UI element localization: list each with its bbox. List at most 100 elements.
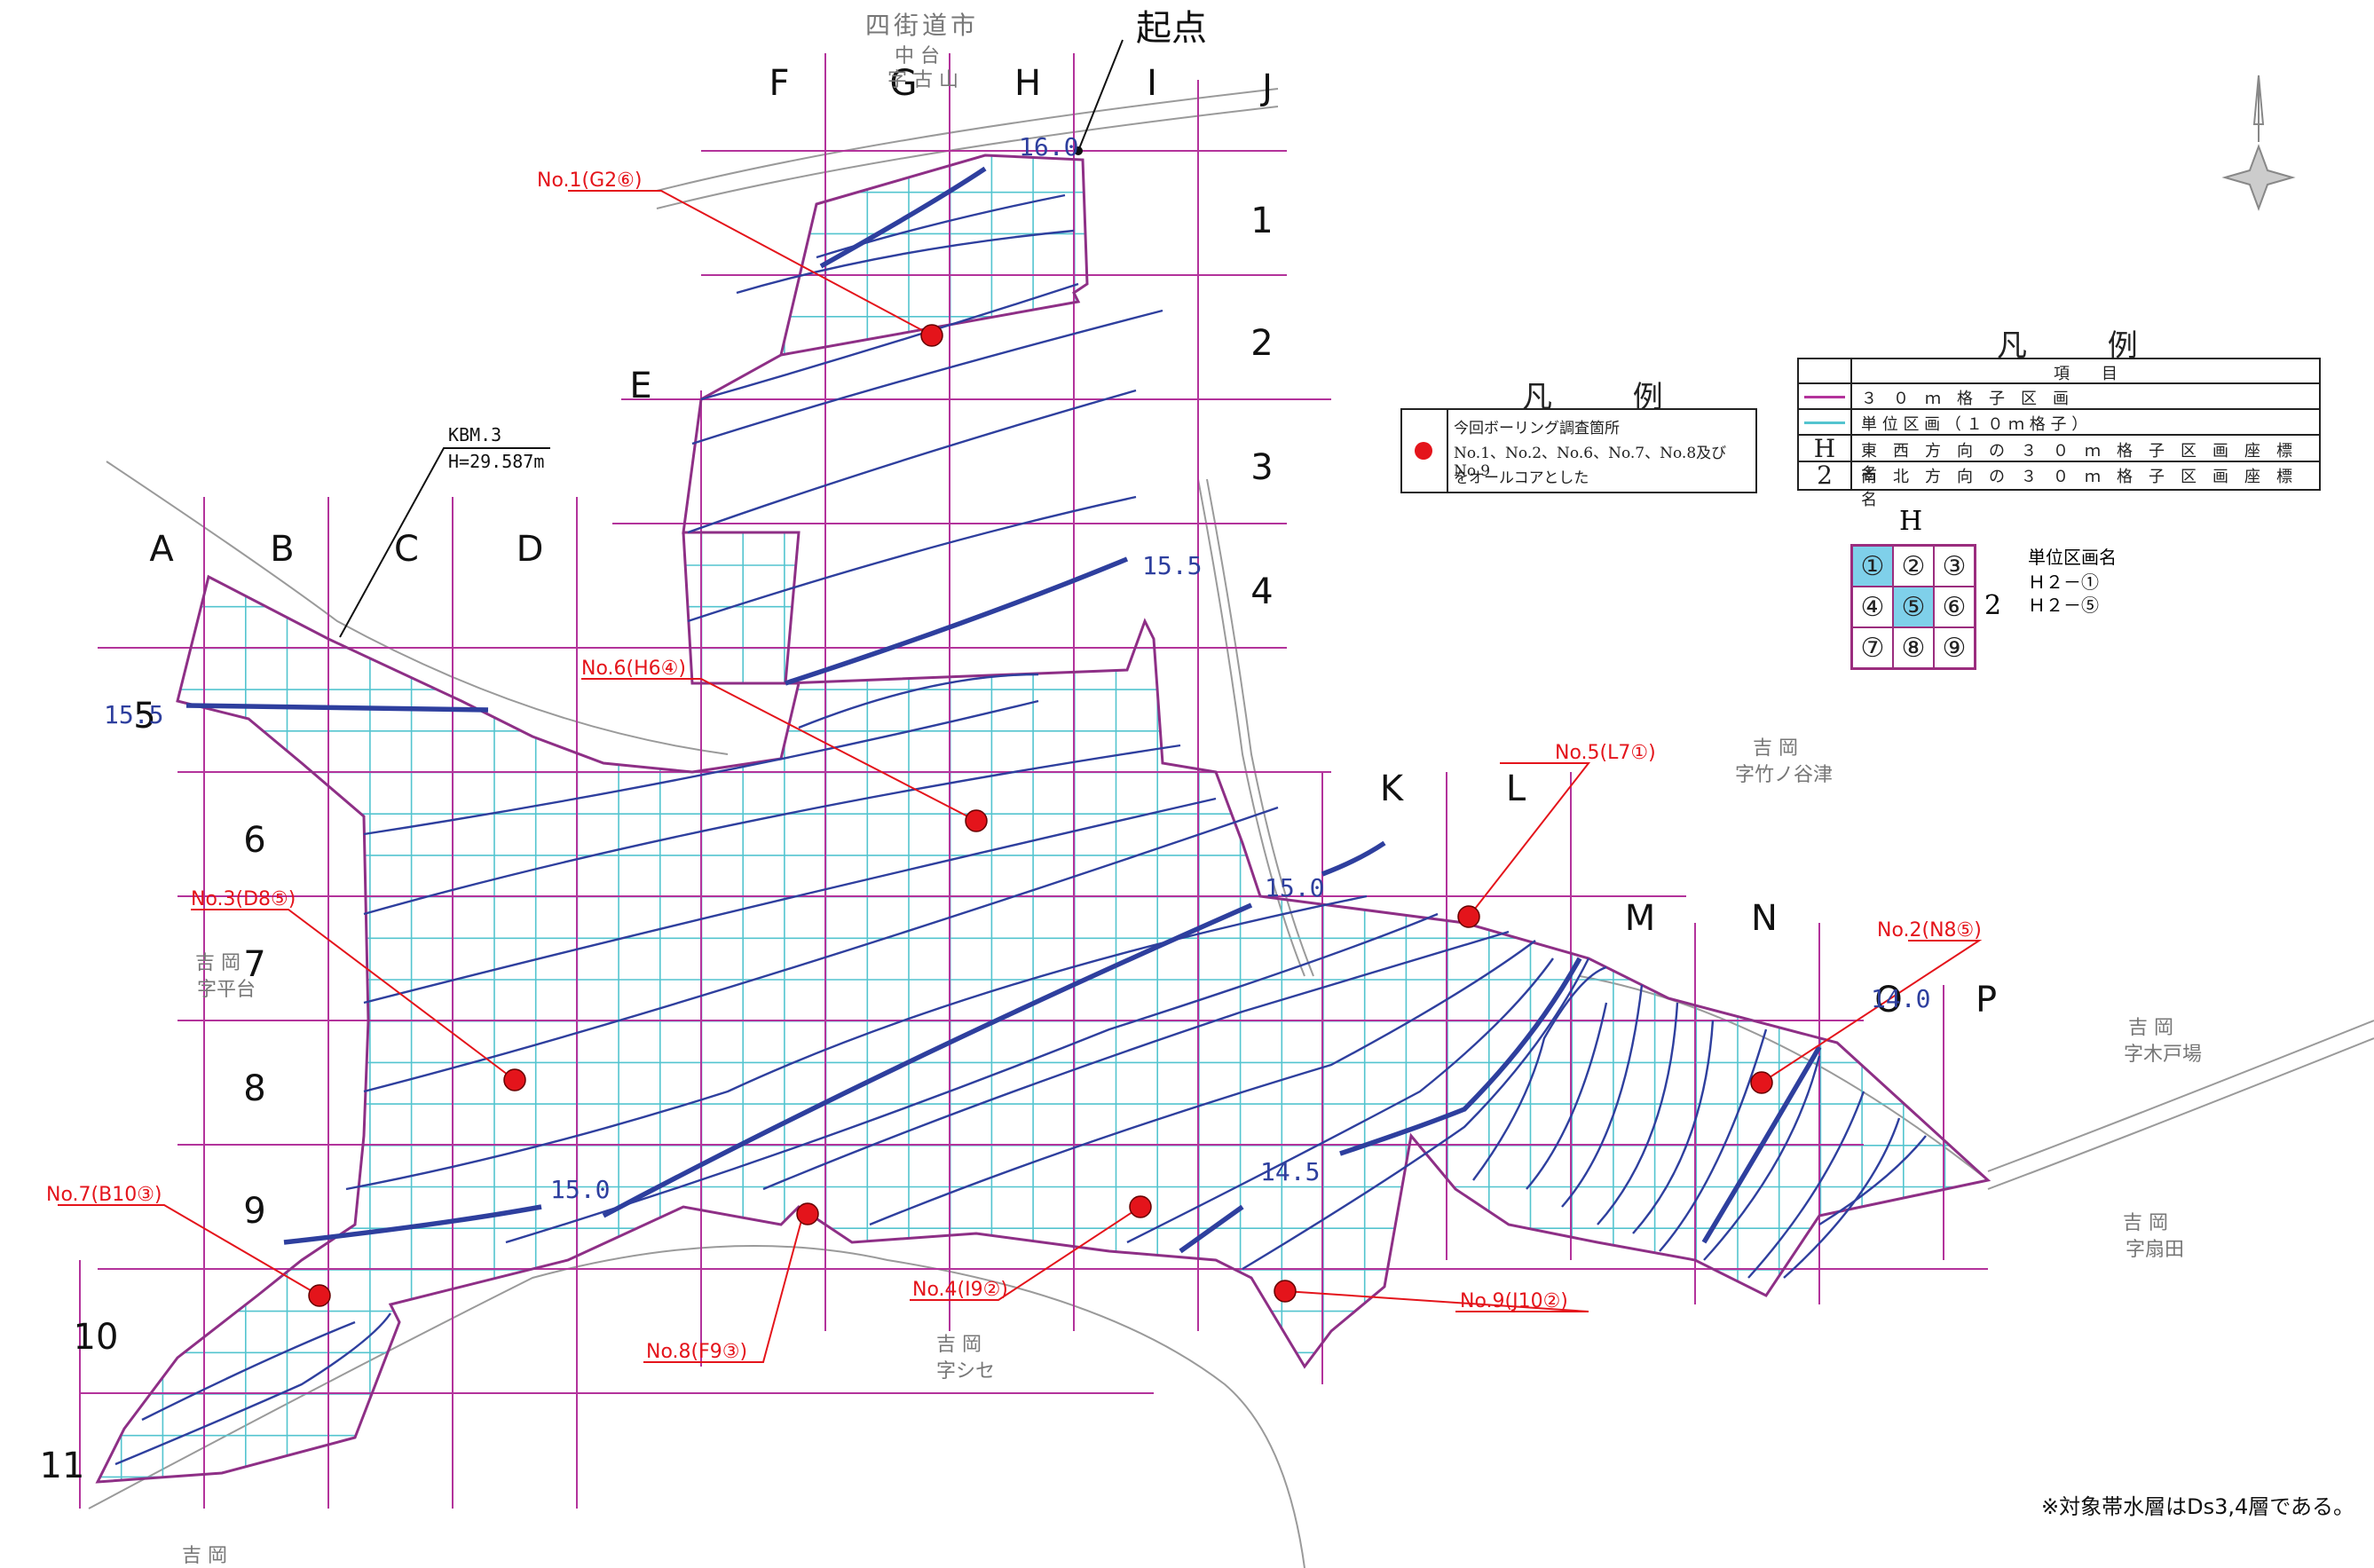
row-label-3: 3 <box>1250 447 1273 488</box>
place-hiradai: 字平台 <box>197 979 256 1001</box>
benchmark-name: KBM.3 <box>448 424 501 445</box>
col-label-O: O <box>1874 980 1902 1020</box>
place-naka: 中 台 <box>895 45 940 67</box>
unit-cell-7: ⑦ <box>1852 627 1893 668</box>
row-label-1: 1 <box>1250 201 1273 241</box>
contour-label-15-5-a: 15.5 <box>1142 551 1202 580</box>
boring-point-5 <box>1457 905 1480 928</box>
column-labels: A B C D E F G H I J K L M N O P <box>149 63 1997 1020</box>
legend1-divider <box>1447 410 1448 492</box>
col-label-A: A <box>149 529 174 570</box>
place-yoshioka-5: 吉 岡 <box>936 1334 982 1356</box>
boring-point-1 <box>920 324 943 347</box>
boring-point-3 <box>503 1068 526 1091</box>
col-label-L: L <box>1506 768 1526 809</box>
boring-label-4: No.4(I9②) <box>912 1279 1008 1301</box>
contour-label-16-0: 16.0 <box>1019 132 1078 162</box>
place-furu: 字 古 山 <box>887 69 958 91</box>
row-label-10: 10 <box>74 1317 119 1358</box>
boring-label-1: No.1(G2⑥) <box>537 169 642 192</box>
col-label-J: J <box>1259 67 1273 108</box>
place-yoshioka-2: 吉 岡 <box>195 952 241 974</box>
place-shise: 字シセ <box>936 1360 995 1383</box>
col-label-K: K <box>1380 768 1405 809</box>
legend2-rule-1 <box>1799 382 2319 384</box>
boring-label-3: No.3(D8⑤) <box>191 888 296 910</box>
unit-cell-2: ② <box>1893 546 1934 587</box>
legend1-line2: No.1、No.2、No.6、No.7、No.8及びNo.9 <box>1454 445 1727 480</box>
boring-point-8 <box>796 1202 819 1225</box>
unit-example-ex2: Ｈ２－⑤ <box>2028 595 2099 616</box>
unit-cell-1: ① <box>1852 546 1893 587</box>
legend2-keycol-divider <box>1850 359 1852 489</box>
col-label-H: H <box>1014 63 1041 104</box>
col-label-C: C <box>394 529 419 570</box>
unit-cell-9: ⑨ <box>1934 627 1975 668</box>
legend2-row4-key: 2 <box>1817 461 1833 490</box>
unit-cell-5: ⑤ <box>1893 587 1934 627</box>
col-label-F: F <box>769 63 789 104</box>
legend2-row3: 東 西 方 向 の ３ ０ ｍ 格 子 区 画 座 標 名 <box>1861 442 2308 484</box>
place-yoshioka-1: 吉 岡 <box>1753 737 1798 760</box>
legend2-grid10-swatch <box>1804 422 1845 424</box>
row-label-5: 5 <box>133 696 155 737</box>
legend2-rule-2 <box>1799 408 2319 410</box>
legend2-header: 項 目 <box>2054 365 2118 383</box>
unit-grid-10m <box>98 155 1988 1482</box>
contour-labels: 16.0 15.5 15.5 15.0 15.0 14.5 14.0 <box>104 132 1930 1204</box>
boring-label-8: No.8(F9③) <box>646 1341 747 1363</box>
col-label-N: N <box>1751 898 1778 939</box>
col-label-E: E <box>629 366 651 406</box>
legend2-row4: 南 北 方 向 の ３ ０ ｍ 格 子 区 画 座 標 名 <box>1861 468 2308 509</box>
start-leader-line <box>1077 39 1124 152</box>
place-names: 四街道市 中 台 字 古 山 吉 岡 字竹ノ谷津 吉 岡 字平台 吉 岡 字木戸… <box>182 11 2202 1567</box>
benchmark-leader-line <box>339 447 550 638</box>
legend1-boring-icon <box>1415 442 1432 460</box>
col-label-B: B <box>270 529 294 570</box>
row-labels: 1 2 3 4 5 6 7 8 9 10 11 <box>40 201 1274 1486</box>
unit-example-row-label: 2 <box>1984 590 2002 621</box>
row-label-8: 8 <box>243 1068 265 1109</box>
grid-30m <box>79 53 1988 1509</box>
row-label-11: 11 <box>40 1446 85 1486</box>
place-takenoyatsu: 字竹ノ谷津 <box>1735 764 1833 786</box>
base-map-roads <box>88 88 2374 1568</box>
row-label-4: 4 <box>1250 571 1273 612</box>
boring-label-9: No.9(J10②) <box>1460 1290 1568 1312</box>
legend1-line3: をオールコアとした <box>1454 469 1589 487</box>
unit-cell-3: ③ <box>1934 546 1975 587</box>
contour-label-15-5-b: 15.5 <box>104 700 163 729</box>
col-label-P: P <box>1976 980 1997 1020</box>
unit-example-col-label: H <box>1899 506 1923 537</box>
boring-point-2 <box>1750 1071 1773 1094</box>
boring-label-7: No.7(B10③) <box>46 1184 162 1206</box>
index-contour-lines <box>185 166 1822 1254</box>
row-label-9: 9 <box>243 1191 265 1232</box>
unit-cell-6: ⑥ <box>1934 587 1975 627</box>
col-label-G: G <box>890 63 918 104</box>
place-city: 四街道市 <box>865 11 979 40</box>
row-label-7: 7 <box>243 944 265 985</box>
boring-point-4 <box>1129 1195 1152 1218</box>
footnote: ※対象帯水層はDs3,4層である。 <box>2041 1494 2355 1519</box>
legend1-line1: 今回ボーリング調査箇所 <box>1454 420 1620 437</box>
benchmark-height: H=29.587m <box>448 451 544 472</box>
col-label-D: D <box>517 529 544 570</box>
boring-label-2: No.2(N8⑤) <box>1877 919 1982 942</box>
contour-label-14-5: 14.5 <box>1260 1157 1320 1186</box>
survey-area-boundary <box>95 154 1991 1484</box>
place-kidoba: 字木戸場 <box>2124 1044 2202 1066</box>
legend2-row1: ３ ０ ｍ 格 子 区 画 <box>1861 390 2069 408</box>
boring-label-5: No.5(L7①) <box>1555 742 1656 764</box>
legend2-rule-4 <box>1799 461 2319 462</box>
place-yoshioka-6: 吉 岡 <box>182 1545 227 1567</box>
contour-label-15-0-b: 15.0 <box>550 1175 610 1204</box>
unit-example-grid: ① ② ③ ④ ⑤ ⑥ ⑦ ⑧ ⑨ <box>1850 544 1976 670</box>
legend1-box: 今回ボーリング調査箇所 No.1、No.2、No.6、No.7、No.8及びNo… <box>1400 408 1757 493</box>
start-label: 起点 <box>1136 8 1207 49</box>
boring-label-6: No.6(H6④) <box>581 658 686 680</box>
legend2-row2: 単 位 区 画 （ １ ０ ｍ 格 子 ） <box>1861 415 2088 434</box>
boring-point-9 <box>1274 1280 1297 1303</box>
legend2-table: 項 目 ３ ０ ｍ 格 子 区 画 単 位 区 画 （ １ ０ ｍ 格 子 ） … <box>1797 358 2321 509</box>
